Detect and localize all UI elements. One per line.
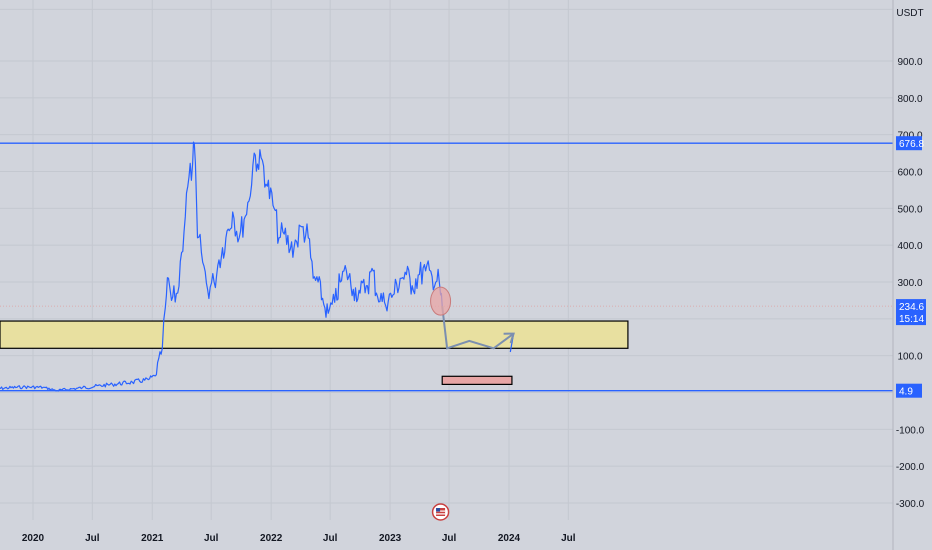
x-axis[interactable]: 2020 Jul 2021 Jul 2022 Jul 2023 Jul 2024 Jul: [22, 533, 576, 544]
x-tick-label: 2022: [260, 533, 283, 544]
y-tick-label: 800.0: [897, 94, 922, 105]
projection-layer[interactable]: [430, 286, 515, 353]
horizontal-lines[interactable]: [0, 142, 893, 392]
price-badge: [896, 383, 922, 398]
x-tick-label: Jul: [323, 533, 338, 544]
price-badge-label: 4.9: [899, 387, 913, 398]
y-tick-label: 400.0: [897, 241, 922, 252]
event-marker[interactable]: [431, 503, 450, 521]
x-tick-label: Jul: [85, 533, 100, 544]
y-tick-label: -300.0: [896, 499, 925, 510]
current-price-label: 234.6: [899, 302, 924, 313]
price-badge-label: 676.8: [899, 139, 924, 150]
y-tick-label: 900.0: [897, 57, 922, 68]
series-layer: [0, 141, 443, 392]
x-tick-label: 2021: [141, 533, 164, 544]
currency-label: USDT: [896, 8, 923, 19]
y-tick-label: -200.0: [896, 462, 925, 473]
x-tick-label: Jul: [204, 533, 219, 544]
grid-lines: [0, 0, 893, 520]
flag-stripe: [436, 513, 446, 515]
x-tick-label: Jul: [561, 533, 576, 544]
x-tick-label: 2020: [22, 533, 45, 544]
projection-path[interactable]: [441, 305, 515, 350]
y-tick-label: 100.0: [897, 352, 922, 363]
projection-arrow-head: [503, 332, 515, 344]
y-axis[interactable]: USDT 900.0 800.0 700.0 600.0 500.0 400.0 300.0…: [892, 0, 925, 550]
flag-canton: [436, 508, 441, 512]
y-tick-label: 600.0: [897, 168, 922, 179]
x-tick-label: 2023: [379, 533, 402, 544]
price-badges: 676.8 4.9 234.615:14: [896, 136, 926, 398]
y-tick-label: -100.0: [896, 425, 925, 436]
support-zone-rect[interactable]: [0, 320, 629, 349]
y-tick-label: 500.0: [897, 204, 922, 215]
flag-stripe: [436, 510, 446, 512]
y-tick-label: 300.0: [897, 278, 922, 289]
flag-stripe-bg: [436, 508, 446, 516]
highlight-circle[interactable]: [430, 286, 452, 316]
price-badge: [896, 136, 922, 151]
x-tick-label: 2024: [498, 533, 521, 544]
price-series-line[interactable]: [0, 141, 443, 392]
zones: [0, 320, 629, 385]
target-zone-rect[interactable]: [441, 375, 513, 385]
countdown-label: 15:14: [899, 314, 924, 325]
current-price-badge: [896, 299, 926, 326]
y-tick-label: 700.0: [897, 131, 922, 142]
x-tick-label: Jul: [442, 533, 457, 544]
